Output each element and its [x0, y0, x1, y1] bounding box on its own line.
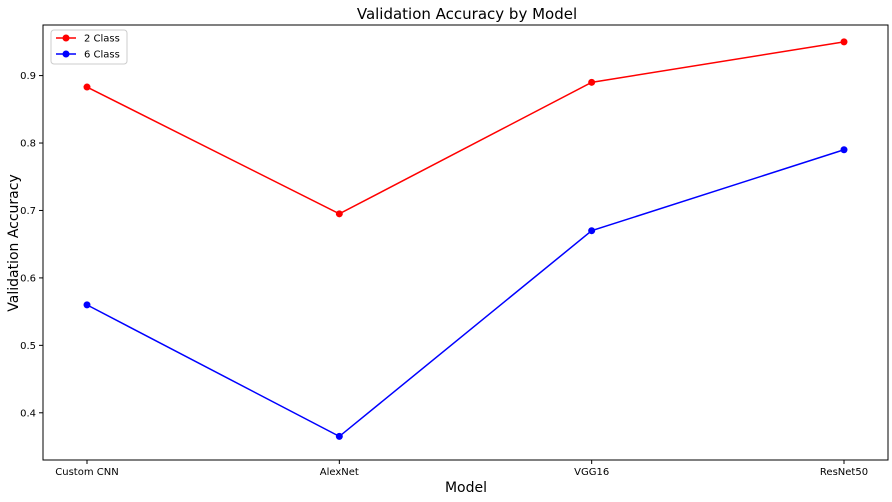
legend-marker: [62, 50, 70, 58]
data-point: [335, 432, 343, 440]
y-tick-label: 0.4: [20, 408, 36, 419]
data-point: [588, 227, 596, 235]
legend-marker: [62, 34, 70, 42]
x-axis-title: Model: [445, 480, 487, 496]
data-point: [335, 210, 343, 218]
x-tick-label: ResNet50: [820, 467, 868, 478]
y-tick-label: 0.5: [20, 341, 36, 352]
data-point: [840, 146, 848, 154]
x-tick-label: Custom CNN: [55, 467, 118, 478]
data-point: [840, 38, 848, 46]
data-point: [83, 301, 91, 309]
series-1: [83, 38, 848, 218]
series-line: [86, 149, 845, 438]
y-tick-label: 0.8: [20, 139, 36, 150]
y-tick-label: 0.7: [20, 206, 36, 217]
x-tick-label: AlexNet: [320, 467, 359, 478]
legend-label: 6 Class: [84, 50, 120, 61]
y-axis-title: Validation Accuracy: [6, 174, 22, 312]
series-2: [83, 146, 848, 440]
series-line: [86, 41, 845, 215]
plot-area-frame: [42, 24, 889, 461]
legend: 2 Class 6 Class: [50, 29, 128, 65]
y-axis: 0.4 0.5 0.6 0.7 0.8 0.9: [20, 71, 43, 419]
x-tick-label: VGG16: [574, 467, 609, 478]
x-axis: Custom CNN AlexNet VGG16 ResNet50: [55, 460, 868, 478]
legend-label: 2 Class: [84, 34, 120, 45]
chart-title: Validation Accuracy by Model: [357, 5, 577, 23]
data-point: [83, 83, 91, 91]
data-point: [588, 78, 596, 86]
y-tick-label: 0.9: [20, 71, 36, 82]
y-tick-label: 0.6: [20, 273, 36, 284]
series-group: [83, 38, 848, 440]
